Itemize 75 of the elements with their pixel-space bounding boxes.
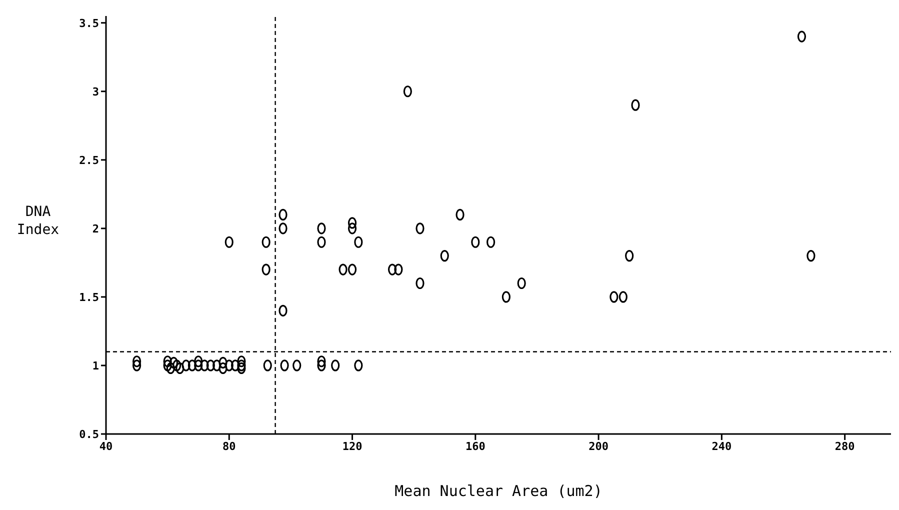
point	[625, 250, 634, 262]
point	[403, 86, 412, 98]
point	[212, 360, 222, 372]
y-tick-label: 1.5	[79, 290, 99, 304]
point	[348, 264, 357, 276]
point	[194, 360, 203, 372]
x-tick-label: 240	[712, 440, 732, 453]
point	[317, 222, 326, 234]
point	[354, 360, 363, 372]
x-tick-label: 160	[465, 440, 486, 453]
point	[631, 99, 640, 111]
point	[278, 208, 288, 221]
point	[200, 360, 209, 372]
point	[218, 356, 228, 369]
point	[317, 356, 326, 368]
point	[176, 362, 184, 374]
point	[348, 222, 357, 234]
y-tick-label: 1	[92, 359, 100, 372]
y-tick-label: 0.5	[79, 428, 99, 441]
point	[237, 356, 246, 368]
point	[317, 236, 326, 248]
point	[218, 362, 228, 374]
point	[416, 222, 424, 234]
x-tick-label: 280	[834, 440, 855, 453]
point	[502, 291, 510, 303]
x-tick-label: 80	[222, 440, 236, 453]
y-tick-label: 2	[92, 222, 99, 236]
point	[263, 360, 272, 372]
point	[456, 208, 464, 221]
point	[797, 30, 806, 42]
point	[194, 356, 203, 368]
point	[338, 264, 348, 276]
y-tick-label: 3	[92, 85, 99, 98]
point	[132, 360, 142, 372]
point	[163, 360, 172, 372]
point	[317, 360, 326, 372]
point	[172, 360, 182, 372]
point	[394, 264, 403, 276]
point	[610, 291, 618, 303]
point	[188, 360, 196, 372]
point	[517, 277, 526, 290]
x-axis-title: Mean Nuclear Area (um2)	[394, 482, 602, 500]
x-tick-label: 200	[588, 440, 608, 453]
point	[182, 360, 190, 372]
point	[416, 277, 424, 290]
point	[280, 360, 289, 372]
point	[486, 236, 496, 248]
point	[278, 304, 288, 316]
point	[237, 360, 246, 372]
point	[806, 250, 816, 262]
point	[166, 362, 175, 374]
point	[262, 264, 270, 276]
point	[618, 291, 628, 303]
point	[237, 362, 246, 374]
point	[331, 360, 340, 372]
point	[224, 360, 234, 372]
point	[348, 217, 357, 229]
y-tick-label: 2.5	[79, 154, 99, 167]
point	[206, 360, 215, 372]
point	[388, 264, 397, 276]
point	[262, 236, 270, 248]
point	[471, 236, 480, 248]
point	[292, 360, 302, 372]
point	[132, 356, 142, 368]
y-axis-title: DNA Index	[16, 204, 60, 238]
x-tick-label: 40	[99, 440, 113, 453]
point	[163, 356, 172, 368]
point	[440, 250, 449, 262]
y-tick-label: 3.5	[79, 16, 99, 30]
point	[230, 360, 240, 372]
x-tick-label: 120	[342, 440, 362, 453]
point	[278, 222, 288, 234]
point	[354, 236, 363, 248]
point	[224, 236, 234, 248]
point	[169, 356, 178, 369]
